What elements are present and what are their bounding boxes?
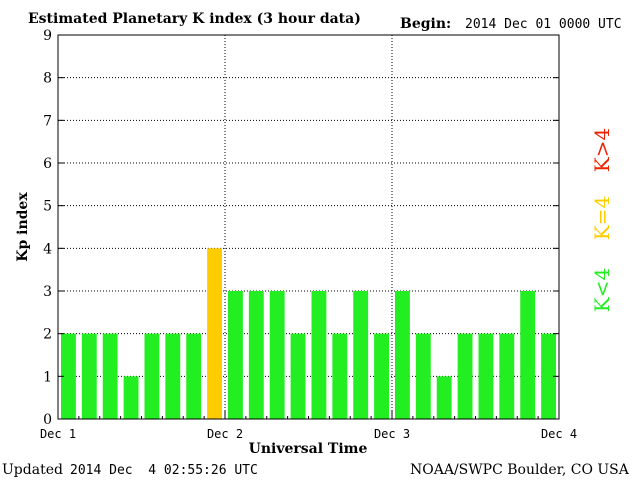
kp-bar	[144, 333, 160, 419]
kp-bar	[228, 291, 243, 419]
x-tick-label: Dec 2	[207, 427, 243, 441]
kp-bar	[499, 333, 515, 419]
kp-bar	[436, 376, 452, 419]
kp-bar	[415, 333, 431, 419]
legend-item: K<4	[590, 268, 614, 312]
kp-bar	[186, 333, 202, 419]
kp-bar	[332, 333, 348, 419]
kp-bar	[290, 333, 306, 419]
kp-bar	[61, 333, 76, 419]
y-tick-label: 5	[43, 199, 52, 215]
begin-label: Begin:	[400, 16, 451, 32]
y-tick-label: 6	[43, 156, 52, 172]
x-axis-label: Universal Time	[249, 441, 368, 457]
y-tick-label: 0	[43, 412, 52, 428]
y-tick-label: 3	[43, 284, 52, 300]
y-tick-label: 1	[43, 369, 52, 385]
kp-bar	[478, 333, 494, 419]
legend: K<4 K=4 K>4	[590, 128, 614, 312]
kp-bar	[269, 291, 285, 419]
kp-bar	[457, 333, 473, 419]
x-tick-label: Dec 3	[374, 427, 410, 441]
updated-label: Updated	[2, 462, 63, 478]
y-tick-label: 2	[43, 327, 52, 343]
kp-bar	[123, 376, 139, 419]
x-axis-ticks: Dec 1 Dec 2 Dec 3 Dec 4	[40, 411, 577, 441]
legend-item: K=4	[590, 196, 614, 240]
y-tick-label: 9	[43, 28, 52, 44]
kp-bar	[395, 291, 410, 419]
x-tick-label: Dec 4	[541, 427, 577, 441]
kp-bar	[311, 291, 327, 419]
source-credit: NOAA/SWPC Boulder, CO USA	[410, 462, 630, 478]
kp-bar	[102, 333, 118, 419]
kp-bar	[207, 248, 222, 419]
kp-bar	[248, 291, 264, 419]
begin-value: 2014 Dec 01 0000 UTC	[465, 17, 622, 32]
kp-bar	[374, 333, 389, 419]
kp-bar	[520, 291, 536, 419]
kp-bar	[541, 333, 556, 419]
y-tick-label: 7	[43, 113, 52, 129]
x-tick-label: Dec 1	[40, 427, 76, 441]
kp-bar	[353, 291, 369, 419]
kp-bar	[165, 333, 181, 419]
bar-series	[61, 248, 556, 419]
legend-item: K>4	[590, 128, 614, 172]
chart-title: Estimated Planetary K index (3 hour data…	[28, 11, 361, 27]
y-axis-ticks: 0 1 2 3 4 5 6 7 8 9	[43, 28, 559, 428]
updated-value: 2014 Dec 4 02:55:26 UTC	[70, 463, 258, 478]
kp-bar	[81, 333, 97, 419]
y-tick-label: 4	[43, 241, 52, 257]
y-axis-label: Kp index	[15, 192, 31, 262]
y-tick-label: 8	[43, 71, 52, 87]
grid-lines	[58, 35, 559, 419]
